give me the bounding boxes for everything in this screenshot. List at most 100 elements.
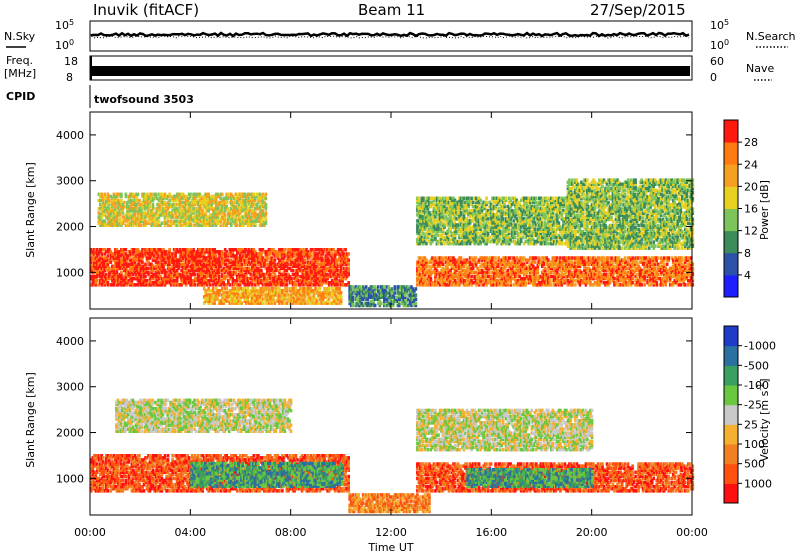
range-cell [100,211,104,215]
range-cell [338,270,341,275]
range-cell [198,194,201,199]
range-cell [339,258,343,262]
range-cell [183,276,186,281]
range-cell [111,207,114,211]
range-cell [162,211,165,215]
range-cell [314,268,317,273]
range-cell [214,200,218,205]
range-cell [281,299,284,303]
range-cell [192,200,195,205]
range-cell [186,211,189,215]
range-cell [174,215,177,219]
range-cell [184,221,188,225]
range-cell [90,266,93,271]
range-cell [330,279,334,283]
range-cell [135,194,138,199]
range-cell [219,281,222,285]
range-cell [261,209,265,213]
range-cell [296,258,299,262]
range-cell [216,268,219,273]
range-cell [263,281,266,285]
range-cell [108,250,111,254]
range-cell [237,256,241,260]
range-cell [111,274,114,279]
range-cell [103,268,107,273]
range-cell [103,205,107,209]
range-cell [186,279,189,283]
range-cell [227,252,230,256]
range-cell [100,221,104,225]
range-cell [347,272,350,277]
range-cell [282,250,286,254]
range-cell [205,293,209,297]
range-cell [214,297,218,301]
range-cell [154,264,158,268]
range-cell [141,283,144,287]
range-cell [172,281,176,285]
range-cell [227,217,230,221]
range-cell [214,219,218,223]
range-cell [273,289,277,293]
range-cell [213,281,216,285]
range-cell [90,264,93,268]
range-cell [99,215,102,219]
range-cell [220,260,224,264]
range-cell [245,260,248,264]
range-cell [270,248,274,252]
range-cell [323,262,326,266]
range-cell [130,272,134,277]
range-cell [347,262,350,266]
range-cell [260,202,263,207]
range-cell [231,283,235,287]
range-cell [103,221,107,225]
range-cell [129,250,132,254]
range-cell [117,198,120,203]
range-cell [345,266,349,271]
range-cell [205,198,209,203]
range-cell [162,279,165,283]
range-cell [196,209,200,213]
range-cell [312,262,316,266]
range-cell [103,266,107,271]
range-cell [184,211,188,215]
range-cell [275,279,278,283]
range-cell [246,200,250,205]
range-cell [211,198,215,203]
range-cell [172,279,176,283]
range-cell [333,260,337,264]
range-cell [207,287,210,291]
range-cell [255,194,259,199]
range-cell [278,268,281,273]
range-cell [297,293,301,297]
range-cell [192,268,195,273]
range-cell [174,223,177,227]
range-cell [258,301,262,305]
range-cell [254,223,257,227]
range-cell [303,274,307,279]
range-cell [317,281,320,285]
range-cell [145,270,149,275]
range-cell [222,281,225,285]
range-cell [193,268,197,273]
range-cell [115,258,119,262]
range-cell [220,293,224,297]
range-cell [242,254,245,258]
range-cell [184,213,188,217]
range-cell [245,274,248,279]
range-cell [370,285,374,289]
range-cell [181,219,185,223]
range-cell [132,215,135,219]
range-cell [103,202,107,207]
range-cell [266,293,269,297]
range-cell [251,215,254,219]
range-cell [129,215,132,219]
range-cell [174,264,177,268]
range-cell [248,213,251,217]
range-cell [151,211,155,215]
range-cell [311,270,314,275]
range-cell [126,223,129,227]
range-cell [159,194,162,199]
range-cell [335,252,338,256]
range-cell [148,279,152,283]
range-cell [236,213,239,217]
